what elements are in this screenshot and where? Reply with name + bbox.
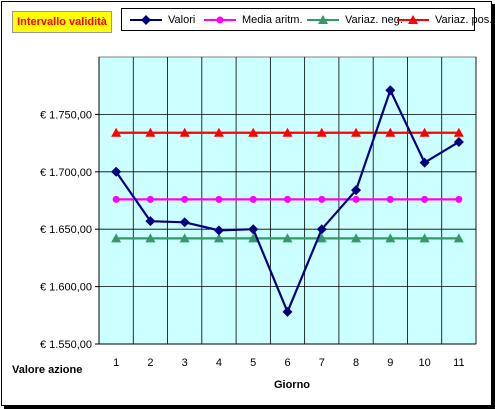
x-tick-label: 1	[113, 357, 119, 369]
data-point-media-aritm	[181, 195, 189, 203]
chart-plot-svg: € 1.550,00 € 1.600,00 € 1.650,00 € 1.700,00…	[40, 56, 477, 369]
x-tick-label: 9	[387, 357, 393, 369]
x-tick-label: 5	[250, 357, 256, 369]
data-point-variaz-neg	[111, 233, 122, 243]
x-tick-label: 3	[182, 357, 188, 369]
data-point-variaz-pos	[179, 127, 190, 137]
data-point-valori	[316, 224, 327, 235]
data-point-media-aritm	[249, 195, 257, 203]
data-point-media-aritm	[421, 195, 429, 203]
data-point-variaz-neg	[248, 233, 259, 243]
data-point-valori	[248, 224, 259, 235]
data-point-valori	[385, 85, 396, 96]
y-axis-title: Valore azione	[12, 364, 83, 376]
x-tick-label: 10	[418, 357, 430, 369]
data-point-variaz-pos	[453, 127, 464, 137]
data-point-media-aritm	[215, 195, 223, 203]
legend-marker-media	[204, 16, 236, 24]
data-point-variaz-pos	[213, 127, 224, 137]
x-tick-label: 11	[453, 357, 464, 369]
data-point-variaz-neg	[179, 233, 190, 243]
data-point-variaz-neg	[385, 233, 396, 243]
data-point-variaz-pos	[385, 127, 396, 137]
data-point-media-aritm	[352, 195, 360, 203]
data-point-media-aritm	[386, 195, 394, 203]
data-point-variaz-pos	[111, 127, 122, 137]
legend-label-valori: Valori	[168, 14, 196, 26]
data-point-valori	[111, 166, 122, 177]
data-point-valori	[282, 306, 293, 317]
data-point-media-aritm	[318, 195, 326, 203]
data-point-media-aritm	[112, 195, 120, 203]
data-point-valori	[453, 136, 464, 147]
data-point-variaz-pos	[145, 127, 156, 137]
data-point-valori	[213, 225, 224, 236]
y-tick-label: € 1.750,00	[40, 109, 92, 121]
data-point-valori	[351, 185, 362, 196]
y-tick-label: € 1.600,00	[40, 282, 92, 294]
data-point-variaz-pos	[351, 127, 362, 137]
x-tick-label: 6	[284, 357, 290, 369]
data-point-variaz-neg	[453, 233, 464, 243]
data-point-variaz-neg	[145, 233, 156, 243]
data-point-media-aritm	[284, 195, 291, 203]
data-point-variaz-pos	[282, 127, 293, 137]
y-tick-label: € 1.550,00	[40, 339, 92, 351]
legend-label-variaz-pos: Variaz. pos.	[435, 14, 493, 26]
x-tick-label: 7	[319, 357, 325, 369]
data-point-variaz-neg	[351, 233, 362, 243]
data-point-valori	[419, 157, 430, 168]
legend-label-media: Media aritm.	[242, 14, 303, 26]
legend-marker-variaz-pos	[397, 15, 429, 24]
data-point-variaz-pos	[248, 127, 259, 137]
data-point-valori	[145, 216, 156, 227]
data-point-variaz-neg	[213, 233, 224, 243]
x-tick-label: 8	[353, 357, 359, 369]
legend-label-variaz-neg: Variaz. neg.	[345, 14, 403, 26]
data-point-variaz-neg	[419, 233, 430, 243]
legend: Valori Media aritm. Variaz. neg. Variaz.…	[121, 8, 492, 31]
x-tick-label: 2	[147, 357, 153, 369]
data-point-valori	[179, 217, 190, 228]
x-axis-title: Giorno	[273, 379, 311, 391]
legend-marker-valori	[130, 15, 162, 25]
y-tick-label: € 1.700,00	[40, 167, 92, 179]
legend-marker-variaz-neg	[307, 15, 339, 24]
data-point-variaz-neg	[316, 233, 327, 243]
data-point-media-aritm	[146, 195, 154, 203]
data-point-variaz-pos	[419, 127, 430, 137]
chart-title: Intervallo validità	[12, 11, 112, 33]
data-point-variaz-pos	[316, 127, 327, 137]
y-tick-label: € 1.650,00	[40, 224, 92, 236]
data-point-variaz-neg	[282, 233, 293, 243]
data-point-media-aritm	[455, 195, 463, 203]
x-tick-label: 4	[216, 357, 222, 369]
